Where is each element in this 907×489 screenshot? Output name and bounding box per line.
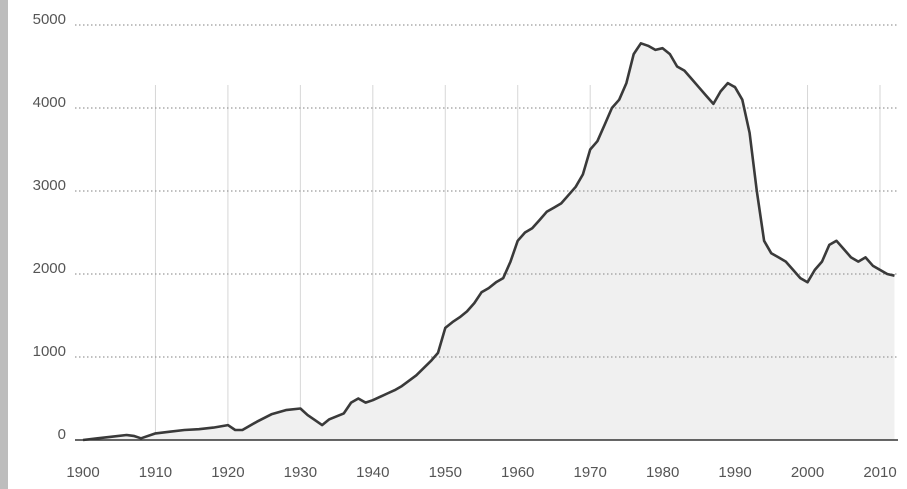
x-tick-label-1940: 1940 [356,464,389,481]
y-tick-label-4000: 4000 [33,94,66,111]
x-tick-label-1990: 1990 [718,464,751,481]
x-tick-label-1910: 1910 [139,464,172,481]
area-fill [83,43,895,441]
y-tick-label-2000: 2000 [33,260,66,277]
x-tick-label-1900: 1900 [66,464,99,481]
x-tick-label-2000: 2000 [791,464,824,481]
series-line [82,42,895,442]
x-tick-label-1960: 1960 [501,464,534,481]
y-tick-label-5000: 5000 [33,11,66,28]
x-tick-label-1920: 1920 [211,464,244,481]
x-tick-label-1930: 1930 [284,464,317,481]
y-tick-label-3000: 3000 [33,177,66,194]
y-tick-label-0: 0 [58,426,66,443]
left-accent-bar [0,0,8,489]
x-tick-label-1950: 1950 [429,464,462,481]
y-tick-label-1000: 1000 [33,343,66,360]
x-tick-labels: 1900 1910 1920 1930 1940 1950 1960 1970 1980 1990… [66,464,896,481]
x-tick-label-2010: 2010 [863,464,896,481]
horizontal-gridlines [75,24,898,358]
y-tick-labels: 0 1000 2000 3000 4000 5000 [33,11,66,443]
x-tick-label-1970: 1970 [573,464,606,481]
x-tick-label-1980: 1980 [646,464,679,481]
